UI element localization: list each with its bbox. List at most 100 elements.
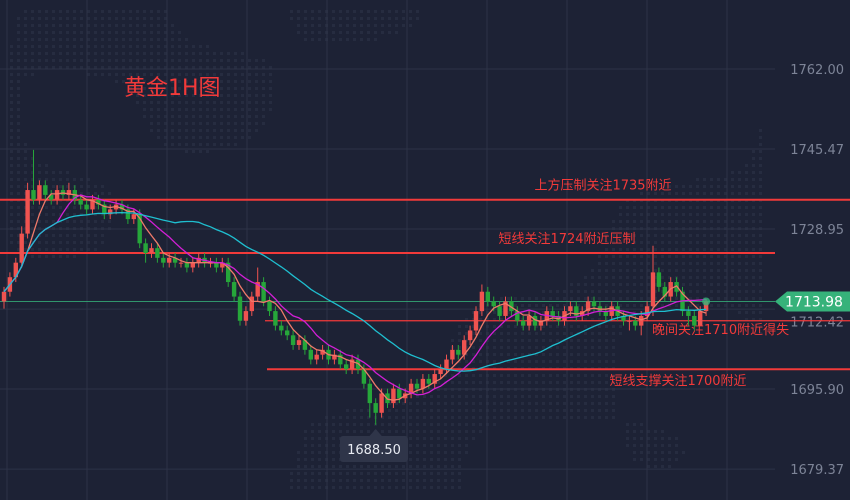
map-dot xyxy=(605,325,608,328)
map-dot xyxy=(10,150,13,153)
moving-average-line xyxy=(3,194,707,396)
map-dot xyxy=(10,234,13,237)
map-dot xyxy=(304,486,307,489)
map-dot xyxy=(234,108,237,111)
map-dot xyxy=(759,283,762,286)
map-dot xyxy=(101,52,104,55)
map-dot xyxy=(640,227,643,230)
map-dot xyxy=(724,227,727,230)
map-dot xyxy=(38,248,41,251)
map-dot xyxy=(318,458,321,461)
map-dot xyxy=(31,171,34,174)
map-dot xyxy=(213,101,216,104)
map-dot xyxy=(31,52,34,55)
map-dot xyxy=(465,402,468,405)
map-dot xyxy=(304,38,307,41)
map-dot xyxy=(472,311,475,314)
map-dot xyxy=(458,339,461,342)
map-dot xyxy=(752,241,755,244)
map-dot xyxy=(206,122,209,125)
map-dot xyxy=(479,353,482,356)
map-dot xyxy=(479,332,482,335)
map-dot xyxy=(157,17,160,20)
map-dot xyxy=(542,290,545,293)
candle-body xyxy=(302,340,308,350)
map-dot xyxy=(255,94,258,97)
map-dot xyxy=(703,262,706,265)
map-dot xyxy=(416,416,419,419)
map-dot xyxy=(752,304,755,307)
map-dot xyxy=(199,87,202,90)
map-dot xyxy=(682,255,685,258)
map-dot xyxy=(220,136,223,139)
candle-body xyxy=(568,306,573,312)
map-dot xyxy=(360,430,363,433)
map-dot xyxy=(45,164,48,167)
map-dot xyxy=(724,178,727,181)
candle-body xyxy=(585,301,591,312)
map-dot xyxy=(150,24,153,27)
map-dot xyxy=(220,66,223,69)
map-dot xyxy=(738,206,741,209)
map-dot xyxy=(17,108,20,111)
map-dot xyxy=(654,458,657,461)
map-dot xyxy=(479,325,482,328)
map-dot xyxy=(248,129,251,132)
map-dot xyxy=(52,38,55,41)
map-dot xyxy=(80,192,83,195)
map-dot xyxy=(535,339,538,342)
map-dot xyxy=(759,164,762,167)
map-dot xyxy=(59,255,62,258)
candle-body xyxy=(591,301,597,307)
map-dot xyxy=(689,206,692,209)
map-dot xyxy=(402,465,405,468)
map-dot xyxy=(17,213,20,216)
map-dot xyxy=(458,486,461,489)
map-dot xyxy=(668,269,671,272)
map-dot xyxy=(605,297,608,300)
map-dot xyxy=(80,45,83,48)
map-dot xyxy=(451,451,454,454)
map-dot xyxy=(500,346,503,349)
map-dot xyxy=(563,346,566,349)
map-dot xyxy=(654,227,657,230)
map-dot xyxy=(101,220,104,223)
map-dot xyxy=(605,248,608,251)
map-dot xyxy=(52,220,55,223)
map-dot xyxy=(500,381,503,384)
map-dot xyxy=(745,276,748,279)
map-dot xyxy=(31,255,34,258)
candle-body xyxy=(314,354,319,360)
map-dot xyxy=(66,17,69,20)
map-dot xyxy=(171,73,174,76)
map-dot xyxy=(52,52,55,55)
map-dot xyxy=(528,332,531,335)
map-dot xyxy=(360,465,363,468)
candle-body xyxy=(43,185,48,195)
map-dot xyxy=(10,136,13,139)
map-dot xyxy=(458,409,461,412)
map-dot xyxy=(395,430,398,433)
map-dot xyxy=(598,409,601,412)
map-dot xyxy=(178,143,181,146)
map-dot xyxy=(500,360,503,363)
map-dot xyxy=(157,66,160,69)
map-dot xyxy=(416,402,419,405)
map-dot xyxy=(507,409,510,412)
candle-body xyxy=(538,320,544,326)
map-dot xyxy=(318,444,321,447)
map-dot xyxy=(612,395,615,398)
map-dot xyxy=(332,423,335,426)
map-dot xyxy=(38,10,41,13)
map-dot xyxy=(45,178,48,181)
map-dot xyxy=(94,59,97,62)
map-dot xyxy=(619,325,622,328)
map-dot xyxy=(458,444,461,447)
map-dot xyxy=(136,101,139,104)
map-dot xyxy=(465,451,468,454)
map-dot xyxy=(647,255,650,258)
map-dot xyxy=(500,416,503,419)
map-dot xyxy=(10,192,13,195)
map-dot xyxy=(507,395,510,398)
map-dot xyxy=(626,248,629,251)
